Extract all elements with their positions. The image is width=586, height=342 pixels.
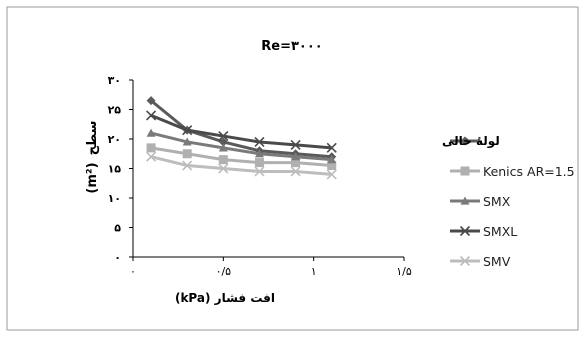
data-point xyxy=(291,158,301,168)
x-axis-label: افت فشار (kPa) xyxy=(175,291,275,305)
data-point xyxy=(326,142,337,153)
data-point xyxy=(182,160,193,171)
x-tick-label: ۱ xyxy=(311,265,317,278)
data-point xyxy=(218,143,228,152)
legend-marker xyxy=(460,166,470,176)
legend-item: Kenics AR=1.5 xyxy=(450,164,575,179)
data-point xyxy=(254,149,264,158)
data-point xyxy=(182,137,192,146)
legend-label: Kenics AR=1.5 xyxy=(483,164,575,179)
axis-ticks: ۰ ۵ ۱۰ ۱۵ ۲۰ ۲۵ ۳۰ ۰ ۰/۵ ۱ ۱/۵ xyxy=(108,74,412,278)
x-tick-label: ۰/۵ xyxy=(216,265,232,278)
data-point xyxy=(146,110,157,121)
legend-label: SMV xyxy=(483,254,511,269)
legend-item: SMV xyxy=(450,254,511,269)
data-point xyxy=(146,128,156,137)
y-axis-label: سطح xyxy=(85,121,100,156)
x-tick-label: ۱/۵ xyxy=(396,265,412,278)
series-line xyxy=(150,114,332,150)
series-line xyxy=(150,131,332,162)
legend-item: SMXL xyxy=(450,224,517,239)
y-tick-label: ۲۰ xyxy=(108,133,121,146)
y-tick-label: ۵ xyxy=(114,222,121,235)
series-2 xyxy=(146,128,337,164)
legend-item: SMX xyxy=(450,194,511,209)
series-1 xyxy=(146,143,337,171)
y-tick-label: ۲۵ xyxy=(108,104,122,117)
legend-item: لولهٔ خالی xyxy=(442,134,500,149)
data-point xyxy=(254,136,265,148)
y-tick-label: ۱۵ xyxy=(108,163,122,176)
series-3 xyxy=(146,110,337,153)
series-line xyxy=(150,146,332,168)
y-axis-unit-label: (m²) xyxy=(85,162,100,193)
data-point xyxy=(218,155,228,165)
data-point xyxy=(218,163,229,174)
data-point xyxy=(218,137,228,147)
data-point xyxy=(254,158,264,168)
series-4 xyxy=(146,151,337,180)
legend-marker xyxy=(460,136,470,146)
series-line xyxy=(150,99,332,159)
legend-marker xyxy=(459,255,471,267)
data-point xyxy=(182,149,192,159)
legend: لولهٔ خالی Kenics AR=1.5 SMX SMXL SMV xyxy=(442,134,575,269)
data-point xyxy=(254,166,265,177)
data-point xyxy=(218,130,229,142)
legend-marker xyxy=(460,196,470,205)
data-point xyxy=(146,143,156,153)
y-tick-label: ۰ xyxy=(114,251,121,264)
data-point xyxy=(327,155,337,164)
series-line xyxy=(150,155,332,176)
data-point xyxy=(290,139,301,150)
data-point xyxy=(290,166,301,177)
y-tick-label: ۱۰ xyxy=(108,192,121,205)
series-layer xyxy=(146,96,337,180)
data-point xyxy=(146,151,157,162)
data-point xyxy=(146,96,156,106)
legend-label: SMX xyxy=(483,194,511,209)
data-point xyxy=(326,169,337,180)
data-point xyxy=(291,152,301,161)
chart-title: Re=۳۰۰۰ xyxy=(261,39,322,54)
data-point xyxy=(327,161,337,171)
legend-label: لولهٔ خالی xyxy=(442,134,500,149)
y-tick-label: ۳۰ xyxy=(108,74,121,87)
legend-label: SMXL xyxy=(483,224,517,239)
x-tick-label: ۰ xyxy=(130,265,136,278)
legend-marker xyxy=(459,225,471,237)
data-point xyxy=(182,125,193,136)
